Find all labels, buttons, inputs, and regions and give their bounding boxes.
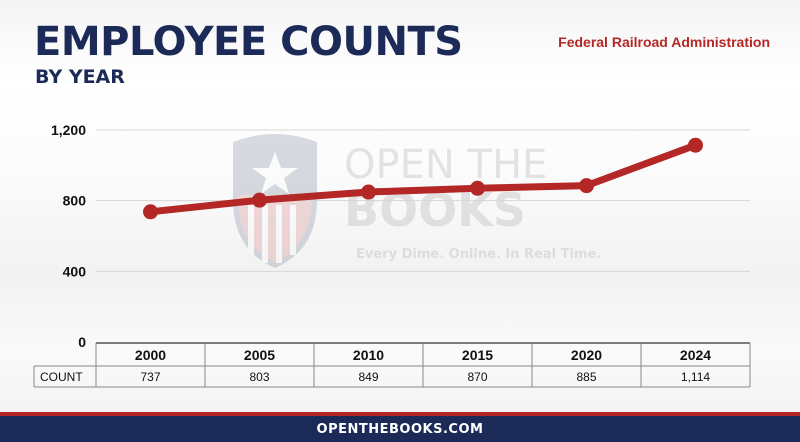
data-label: 803 [249, 370, 269, 384]
source-label: Federal Railroad Administration [558, 34, 770, 50]
y-tick-label: 800 [63, 193, 87, 209]
data-table: 2000 737 2005 803 2010 849 2015 870 2020 885 2024 1… [33, 342, 751, 388]
x-tick-label: 2020 [571, 347, 602, 363]
gridlines [96, 129, 750, 272]
page-subtitle: BY YEAR [35, 66, 125, 88]
data-label: 849 [358, 370, 378, 384]
data-point [688, 137, 703, 153]
data-point [143, 204, 158, 220]
data-label: 870 [467, 370, 487, 384]
x-tick-label: 2015 [462, 347, 493, 363]
data-label: 1,114 [681, 370, 710, 384]
series-line [147, 141, 699, 216]
x-tick-label: 2000 [135, 347, 166, 363]
x-tick-label: 2005 [244, 347, 275, 363]
table-row-label: COUNT [40, 370, 83, 384]
page-title: EMPLOYEE COUNTS [34, 19, 463, 65]
x-tick-label: 2024 [680, 347, 711, 363]
data-label: 885 [576, 370, 596, 384]
data-point [470, 180, 485, 196]
data-label: 737 [140, 370, 160, 384]
footer-bar: OPENTHEBOOKS.COM [0, 412, 800, 442]
watermark-tagline: Every Dime. Online. In Real Time. [356, 247, 601, 262]
data-point [579, 178, 594, 194]
y-tick-label: 0 [78, 334, 86, 350]
x-tick-label: 2010 [353, 347, 384, 363]
footer-label: OPENTHEBOOKS.COM [316, 421, 484, 437]
data-point [252, 192, 267, 208]
y-tick-label: 1,200 [51, 122, 86, 138]
watermark-line1: OPEN THE [344, 142, 547, 188]
y-tick-label: 400 [63, 263, 87, 279]
watermark: OPEN THE BOOKS Every Dime. Online. In Re… [233, 134, 601, 268]
data-point [361, 184, 376, 200]
series-line-group [143, 137, 703, 220]
y-axis: 0 400 800 1,200 [51, 122, 86, 350]
